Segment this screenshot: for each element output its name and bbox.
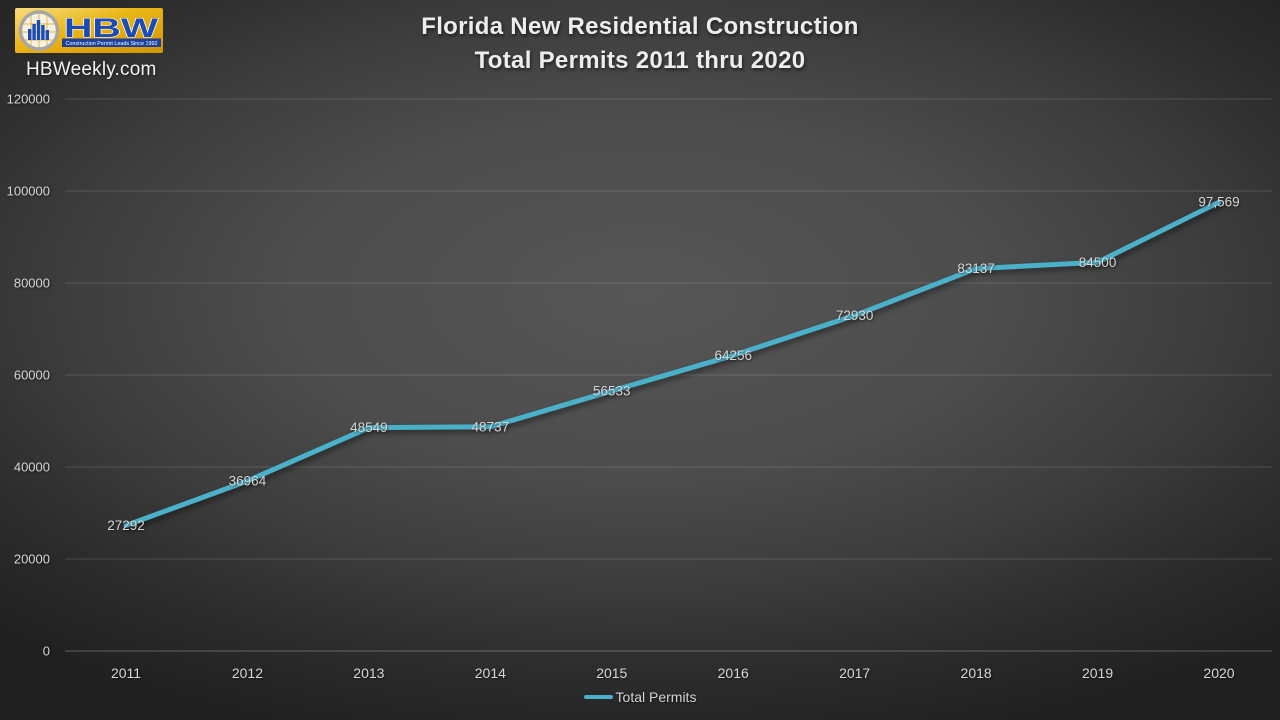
x-tick-label: 2012 [232, 665, 263, 681]
series-line-total-permits [123, 199, 1222, 528]
logo-text: HBW [64, 13, 159, 43]
x-tick-label: 2017 [839, 665, 870, 681]
x-tick-label: 2020 [1203, 665, 1234, 681]
legend-label: Total Permits [615, 689, 697, 705]
x-tick-label: 2016 [718, 665, 749, 681]
x-tick-label: 2011 [111, 665, 141, 681]
data-point-label: 84500 [1079, 255, 1117, 270]
logo-tagline: Construction Permit Leads Since 1992 [66, 41, 158, 47]
hbw-logo-icon: HBW Construction Permit Leads Since 1992 [15, 8, 163, 53]
chart-title-line2: Total Permits 2011 thru 2020 [474, 47, 806, 74]
data-point-label: 64256 [714, 348, 752, 363]
y-tick-label: 60000 [14, 368, 50, 383]
data-point-label: 48549 [350, 420, 388, 435]
data-point-label: 36964 [229, 473, 267, 488]
data-point-label: 72930 [836, 308, 874, 323]
chart-legend: Total Permits [0, 689, 1280, 705]
x-tick-label: 2013 [353, 665, 384, 681]
y-tick-label: 120000 [7, 92, 50, 107]
hbw-logo: HBW Construction Permit Leads Since 1992 [15, 8, 163, 53]
y-tick-label: 100000 [7, 184, 50, 199]
site-name: HBWeekly.com [26, 59, 157, 80]
data-point-label: 97,569 [1198, 195, 1239, 210]
logo-skyline-bars [28, 20, 49, 40]
data-point-label: 48737 [472, 419, 510, 434]
x-tick-label: 2015 [596, 665, 627, 681]
data-point-label: 27292 [107, 518, 145, 533]
data-point-label: 83137 [957, 261, 995, 276]
chart-title-line1: Florida New Residential Construction [421, 13, 859, 40]
x-tick-label: 2014 [475, 665, 506, 681]
x-tick-label: 2019 [1082, 665, 1113, 681]
legend-line-swatch [583, 695, 613, 699]
y-tick-label: 80000 [14, 276, 50, 291]
y-tick-label: 0 [43, 644, 50, 659]
logo-banner [62, 38, 161, 47]
y-tick-label: 40000 [14, 460, 50, 475]
x-tick-label: 2018 [961, 665, 992, 681]
data-point-label: 56533 [593, 383, 631, 398]
y-tick-label: 20000 [14, 552, 50, 567]
chart-title: Florida New Residential Construction Tot… [0, 10, 1280, 78]
